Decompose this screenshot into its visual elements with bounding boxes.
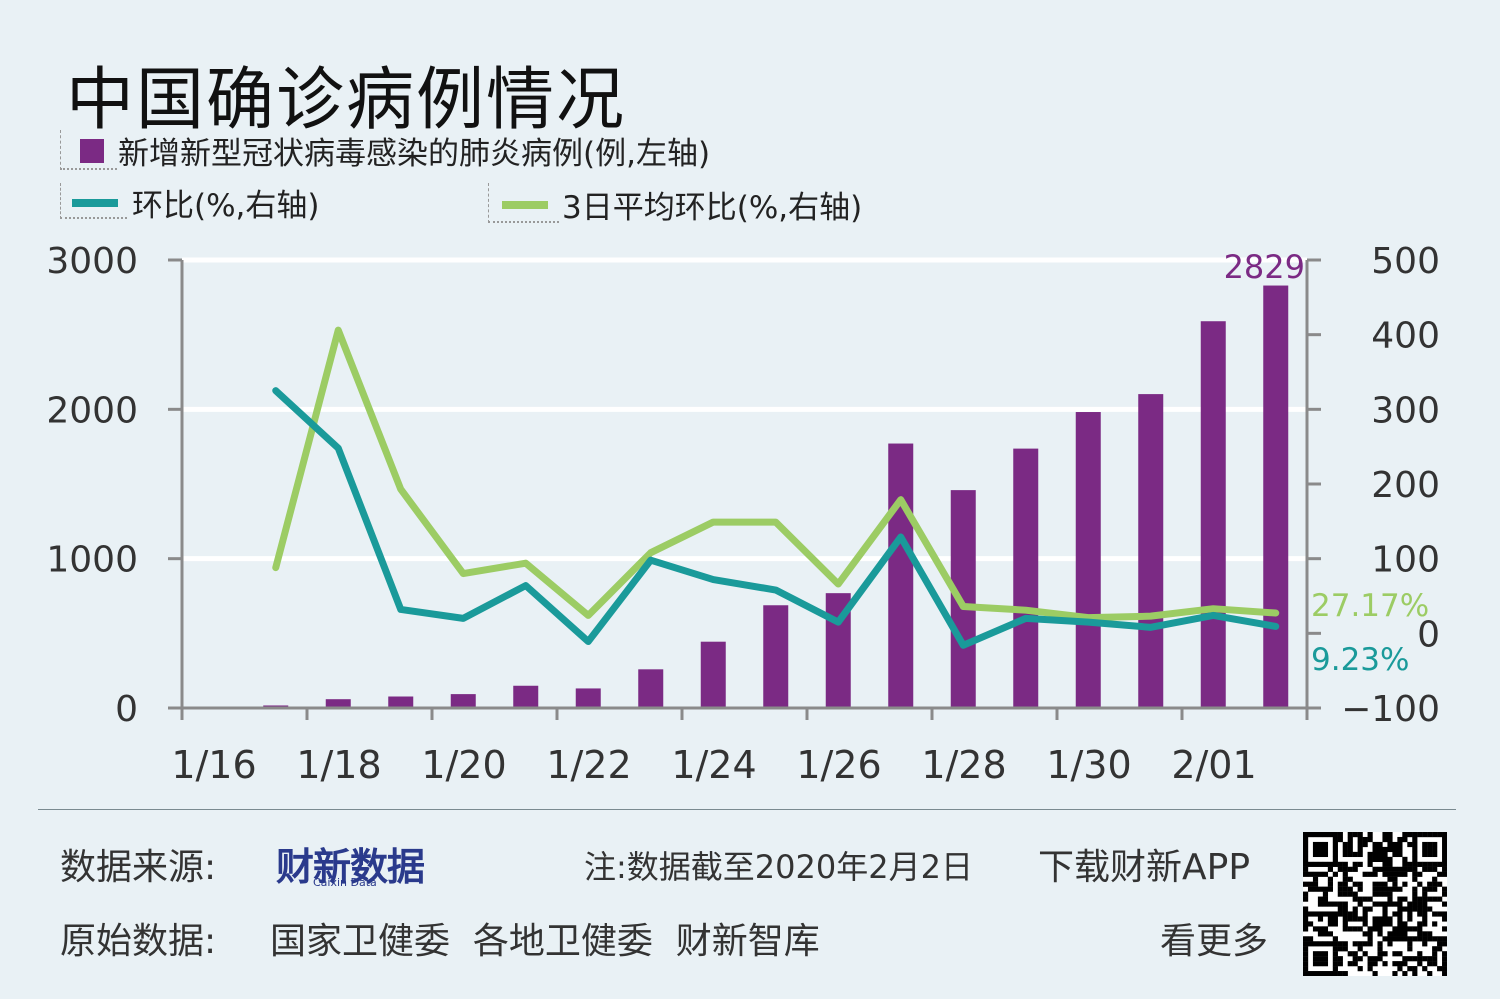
- legend-bracket-line1: [60, 183, 127, 219]
- legend-line1: 环比(%,右轴): [72, 180, 320, 225]
- x-tick-label: 1/20: [421, 743, 506, 787]
- x-tick-label: 1/26: [796, 743, 881, 787]
- legend-bracket-bar: [60, 130, 117, 170]
- download-app-text: 下载财新APP: [1038, 847, 1251, 888]
- line2-last-annotation: 27.17%: [1311, 588, 1429, 624]
- chart-title: 中国确诊病例情况: [66, 61, 627, 140]
- source-label: 数据来源:: [60, 847, 217, 888]
- legend-line1-swatch: [72, 198, 118, 207]
- bar: [638, 669, 664, 708]
- legend-bar: 新增新型冠状病毒感染的肺炎病例(例,左轴): [80, 128, 710, 173]
- legend-line2-swatch: [502, 200, 548, 209]
- data-note: 注:数据截至2020年2月2日: [584, 848, 973, 886]
- qr-code-pattern: [1303, 832, 1448, 977]
- bar: [575, 688, 601, 708]
- bar: [1075, 412, 1101, 708]
- right-tick-label: 100: [1371, 540, 1440, 581]
- line-3day-avg: [272, 326, 1280, 622]
- x-tick-label: 1/24: [671, 743, 756, 787]
- legend-bracket-line2: [488, 183, 559, 223]
- bar: [950, 490, 976, 708]
- x-tick-label: 2/01: [1171, 743, 1256, 787]
- caixin-data-logo-sub: Caixin Data: [313, 876, 377, 889]
- bar: [1263, 285, 1289, 708]
- bar: [763, 605, 789, 708]
- raw-sources: 国家卫健委 各地卫健委 财新智库: [270, 921, 820, 962]
- caixin-data-logo: 财新数据: [276, 845, 425, 889]
- left-tick-label: 3000: [46, 241, 138, 282]
- right-tick-label: 200: [1371, 465, 1440, 506]
- raw-source-label: 原始数据:: [60, 921, 217, 962]
- right-tick-label: 0: [1417, 614, 1440, 655]
- line1-last-annotation: 9.23%: [1311, 642, 1409, 678]
- see-more-text: 看更多: [1160, 921, 1269, 962]
- line-mom: [272, 387, 1280, 649]
- right-tick-label: −100: [1341, 689, 1440, 730]
- bar: [325, 699, 351, 708]
- axes: [168, 258, 1321, 720]
- bar: [700, 641, 726, 708]
- x-tick-label: 1/16: [171, 743, 256, 787]
- bar: [1200, 321, 1226, 708]
- line-series: [272, 326, 1280, 649]
- last-bar-annotation: 2829: [1224, 248, 1305, 286]
- right-tick-label: 300: [1371, 390, 1440, 431]
- bar: [1138, 394, 1164, 708]
- left-tick-label: 0: [115, 689, 138, 730]
- bar: [450, 694, 476, 708]
- right-tick-label: 500: [1371, 241, 1440, 282]
- qr-code-icon[interactable]: [1303, 832, 1448, 977]
- x-tick-label: 1/18: [296, 743, 381, 787]
- legend-line2-label: 3日平均环比(%,右轴): [562, 190, 863, 226]
- legend-line2: 3日平均环比(%,右轴): [502, 182, 862, 227]
- legend-line1-label: 环比(%,右轴): [132, 188, 320, 224]
- legend-bar-label: 新增新型冠状病毒感染的肺炎病例(例,左轴): [118, 136, 711, 172]
- axis-labels: 0 1000 2000 3000 −100 0 100 200 300 400 500 1/16 1/1…: [46, 241, 1440, 787]
- bar: [888, 443, 914, 708]
- right-tick-label: 400: [1371, 316, 1440, 357]
- x-tick-label: 1/28: [921, 743, 1006, 787]
- footer-divider: [38, 809, 1456, 810]
- left-tick-label: 2000: [46, 390, 138, 431]
- bar: [388, 696, 414, 708]
- x-tick-label: 1/30: [1046, 743, 1131, 787]
- bar-series: [263, 285, 1289, 708]
- bar: [1013, 448, 1039, 708]
- left-tick-label: 1000: [46, 540, 138, 581]
- bar: [513, 685, 539, 708]
- x-tick-label: 1/22: [546, 743, 631, 787]
- legend-bar-swatch: [80, 138, 104, 163]
